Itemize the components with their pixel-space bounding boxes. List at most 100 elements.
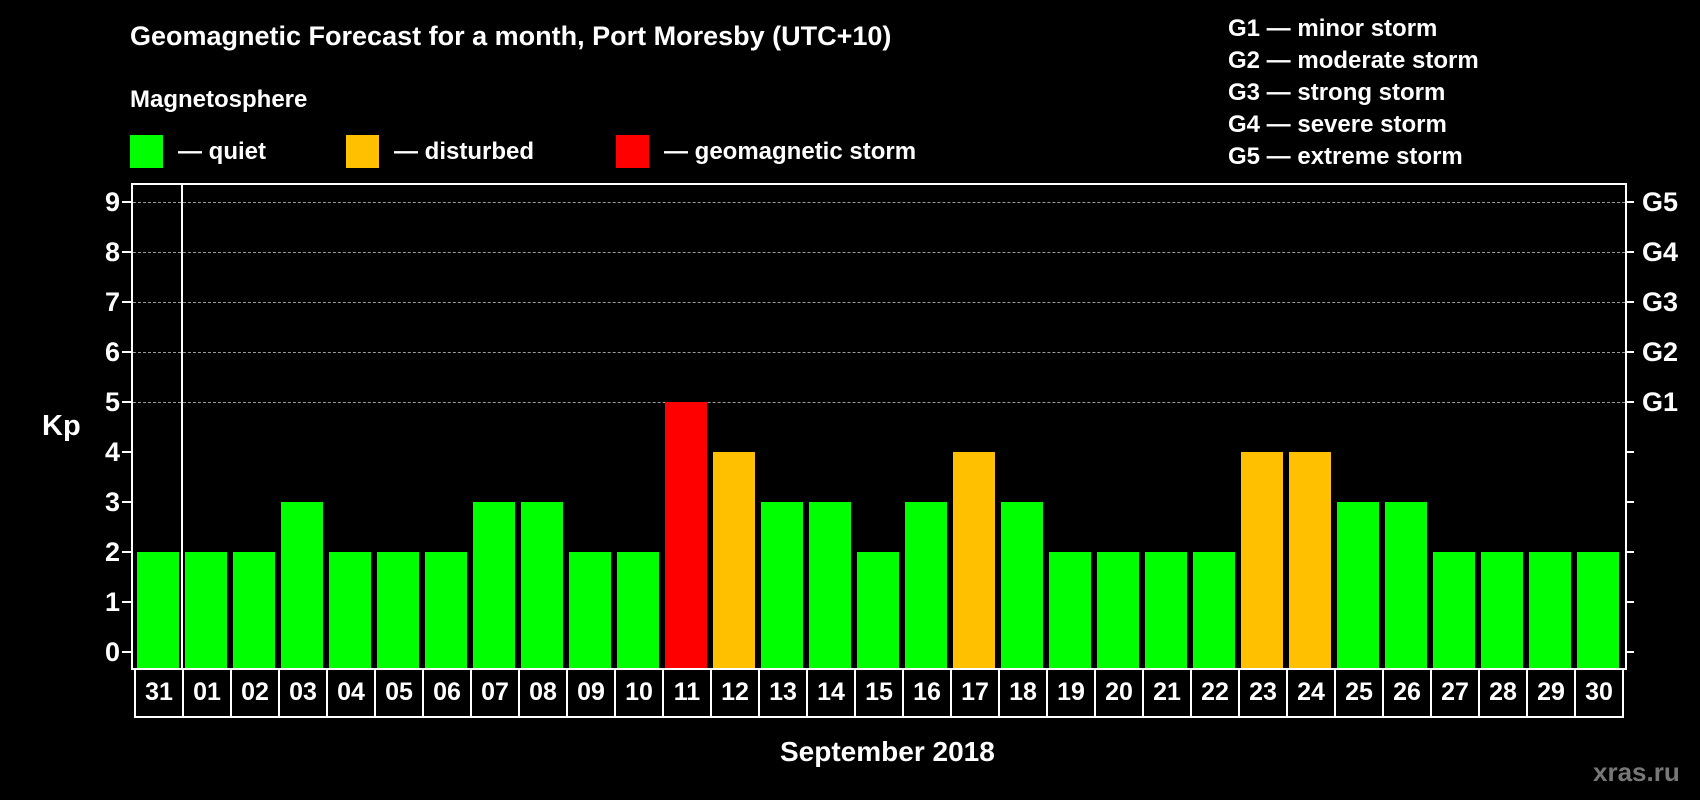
bar-10 [617,552,659,668]
legend-item-disturbed: — disturbed [346,135,534,168]
y-axis-label: Kp [42,410,81,442]
y-tick-right [1625,401,1634,403]
chart-title: Geomagnetic Forecast for a month, Port M… [130,21,892,51]
bar-26 [1385,502,1427,668]
bar-04 [329,552,371,668]
y-tick-label: 0 [104,637,120,667]
date-label: 06 [424,668,472,716]
bar-05 [377,552,419,668]
date-label: 26 [1384,668,1432,716]
g-scale-item: G2 — moderate storm [1228,47,1479,74]
date-label: 08 [520,668,568,716]
watermark: xras.ru [1593,757,1680,787]
legend-swatch-disturbed [346,135,379,168]
g-scale-item: G1 — minor storm [1228,15,1438,42]
y-tick-left [122,351,131,353]
y-tick-left [122,251,131,253]
date-label: 11 [664,668,712,716]
bar-25 [1337,502,1379,668]
bar-09 [569,552,611,668]
bar-12 [713,452,755,668]
bar-02 [233,552,275,668]
bar-08 [521,502,563,668]
date-label: 07 [472,668,520,716]
y-tick-left [122,301,131,303]
legend-item-storm: — geomagnetic storm [616,135,916,168]
y-tick-right [1625,451,1634,453]
g-level-label: G1 [1642,387,1679,417]
date-label: 13 [760,668,808,716]
y-tick-label: 3 [104,487,120,517]
date-label: 10 [616,668,664,716]
legend-label-storm: — geomagnetic storm [664,138,917,165]
date-label: 20 [1096,668,1144,716]
g-level-label: G3 [1642,287,1679,317]
bar-13 [761,502,803,668]
bar-29 [1529,552,1571,668]
bar-14 [809,502,851,668]
bar-07 [473,502,515,668]
bar-06 [425,552,467,668]
y-tick-label: 6 [104,337,120,367]
bar-17 [953,452,995,668]
y-tick-right [1625,351,1634,353]
date-label: 29 [1528,668,1576,716]
g-level-label: G2 [1642,337,1679,367]
y-tick-left [122,451,131,453]
date-label: 16 [904,668,952,716]
date-label: 04 [328,668,376,716]
legend-label-disturbed: — disturbed [394,138,535,165]
bar-03 [281,502,323,668]
date-label: 17 [952,668,1000,716]
y-tick-right [1625,251,1634,253]
bar-15 [857,552,899,668]
y-tick-right [1625,601,1634,603]
x-axis-label: September 2018 [780,736,995,767]
y-tick-label: 5 [104,387,120,417]
legend-item-quiet: — quiet [130,135,266,168]
date-label: 23 [1240,668,1288,716]
y-tick-label: 8 [104,237,120,267]
bar-16 [905,502,947,668]
legend-swatch-quiet [130,135,163,168]
plot-area [131,183,1627,670]
date-label: 28 [1480,668,1528,716]
date-label: 09 [568,668,616,716]
g-scale-item: G5 — extreme storm [1228,143,1463,170]
date-label: 24 [1288,668,1336,716]
gridline-kp-6 [133,352,1625,353]
y-tick-label: 9 [104,187,120,217]
x-axis-date-labels: 31 01 02 03 04 05 06 07 08 09 10 11 12 13 14 15 16 17 18 19… [134,668,1624,718]
date-label: 05 [376,668,424,716]
date-label: 14 [808,668,856,716]
date-label: 01 [184,668,232,716]
gridline-kp-9 [133,202,1625,203]
bar-23 [1241,452,1283,668]
bar-11 [665,402,707,668]
g-scale-item: G3 — strong storm [1228,79,1446,106]
bar-18 [1001,502,1043,668]
y-tick-right [1625,651,1634,653]
gridline-kp-7 [133,302,1625,303]
y-tick-right [1625,551,1634,553]
bar-21 [1145,552,1187,668]
bar-01 [185,552,227,668]
date-label: 15 [856,668,904,716]
y-tick-right [1625,201,1634,203]
date-label: 27 [1432,668,1480,716]
date-label: 22 [1192,668,1240,716]
date-label: 03 [280,668,328,716]
date-label: 02 [232,668,280,716]
bar-30 [1577,552,1619,668]
y-tick-label: 2 [104,537,120,567]
y-tick-label: 7 [104,287,120,317]
y-tick-left [122,551,131,553]
y-tick-left [122,201,131,203]
bar-27 [1433,552,1475,668]
date-label: 21 [1144,668,1192,716]
y-tick-left [122,601,131,603]
date-label: 18 [1000,668,1048,716]
date-label: 12 [712,668,760,716]
y-tick-right [1625,301,1634,303]
legend-label-quiet: — quiet [178,138,266,165]
